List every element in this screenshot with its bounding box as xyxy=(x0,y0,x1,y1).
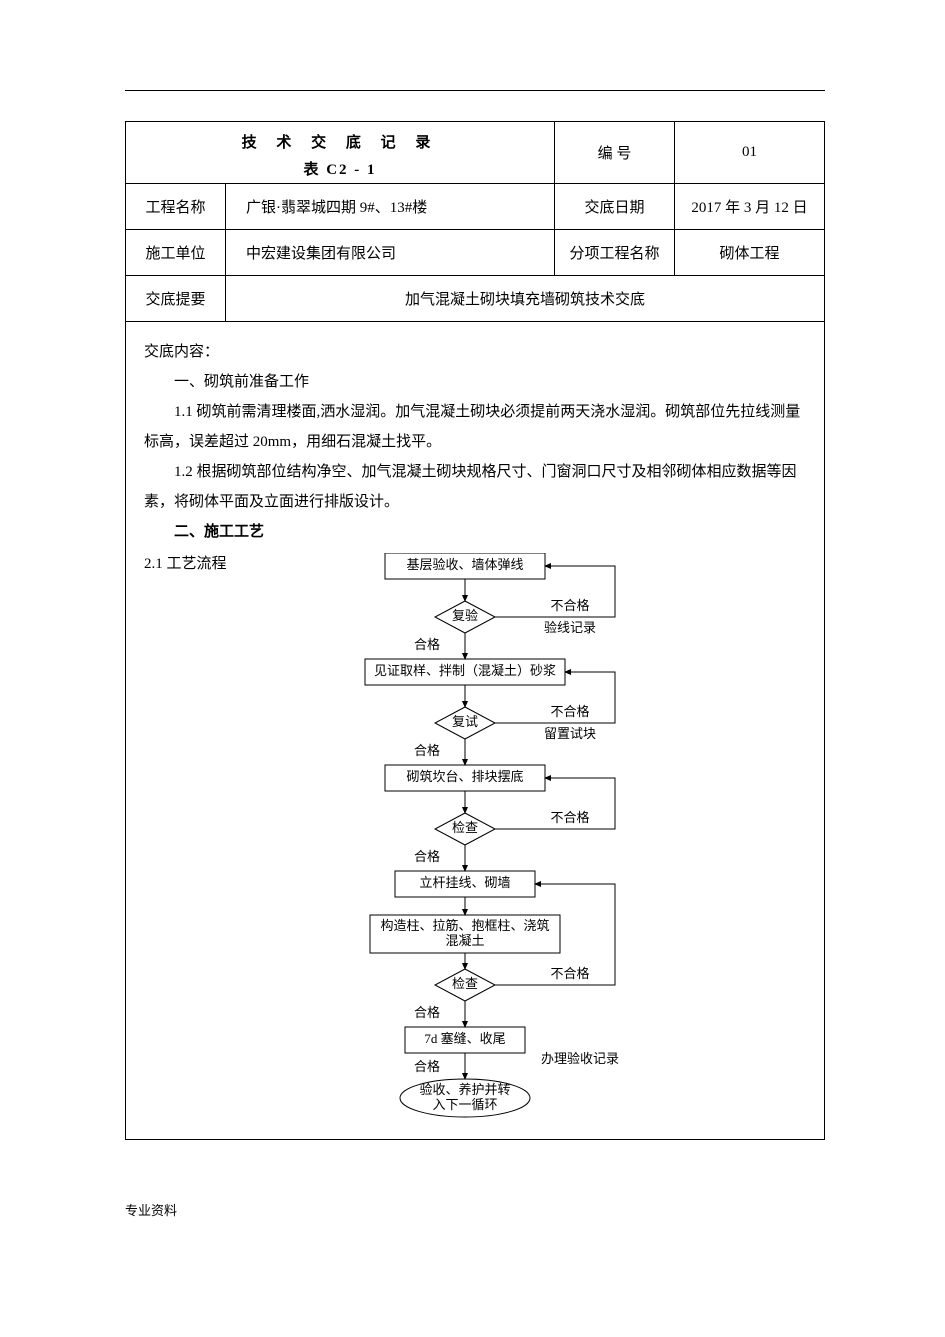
svg-text:验收、养护并转: 验收、养护并转 xyxy=(419,1082,510,1097)
code-label: 编 号 xyxy=(555,122,675,184)
svg-text:留置试块: 留置试块 xyxy=(544,726,596,741)
section1-title: 一、砌筑前准备工作 xyxy=(144,367,806,397)
svg-text:砌筑坎台、排块摆底: 砌筑坎台、排块摆底 xyxy=(406,769,523,784)
svg-text:不合格: 不合格 xyxy=(550,966,589,981)
svg-text:办理验收记录: 办理验收记录 xyxy=(541,1051,619,1066)
svg-text:见证取样、拌制（混凝土）砂浆: 见证取样、拌制（混凝土）砂浆 xyxy=(374,663,556,678)
svg-text:复验: 复验 xyxy=(452,608,478,623)
svg-text:合格: 合格 xyxy=(414,1005,440,1020)
project-label: 工程名称 xyxy=(126,184,226,230)
svg-text:合格: 合格 xyxy=(414,1059,440,1074)
svg-text:混凝土: 混凝土 xyxy=(445,933,484,948)
code-value: 01 xyxy=(675,122,825,184)
sub-value: 砌体工程 xyxy=(675,230,825,276)
summary-value: 加气混凝土砌块填充墙砌筑技术交底 xyxy=(226,276,825,322)
unit-label: 施工单位 xyxy=(126,230,226,276)
svg-text:立杆挂线、砌墙: 立杆挂线、砌墙 xyxy=(419,875,510,890)
project-value: 广银·翡翠城四期 9#、13#楼 xyxy=(226,184,555,230)
sub-label: 分项工程名称 xyxy=(555,230,675,276)
svg-text:复试: 复试 xyxy=(452,714,478,729)
para-1-2: 1.2 根据砌筑部位结构净空、加气混凝土砌块规格尺寸、门窗洞口尺寸及相邻砌体相应… xyxy=(144,457,806,517)
svg-text:构造柱、拉筋、抱框柱、浇筑: 构造柱、拉筋、抱框柱、浇筑 xyxy=(380,918,549,933)
doc-subtitle: 表 C2 - 1 xyxy=(126,159,554,182)
content-body: 交底内容： 一、砌筑前准备工作 1.1 砌筑前需清理楼面,洒水湿润。加气混凝土砌… xyxy=(125,322,825,1140)
svg-text:合格: 合格 xyxy=(414,637,440,652)
flow-wrap: 2.1 工艺流程 基层验收、墙体弹线复验见证取样、拌制（混凝土）砂浆复试砌筑坎台… xyxy=(144,549,806,1129)
unit-value: 中宏建设集团有限公司 xyxy=(226,230,555,276)
summary-label: 交底提要 xyxy=(126,276,226,322)
svg-text:验线记录: 验线记录 xyxy=(544,620,596,635)
svg-text:检查: 检查 xyxy=(452,976,478,991)
date-value: 2017 年 3 月 12 日 xyxy=(675,184,825,230)
svg-text:基层验收、墙体弹线: 基层验收、墙体弹线 xyxy=(406,557,523,572)
svg-text:不合格: 不合格 xyxy=(550,598,589,613)
date-label: 交底日期 xyxy=(555,184,675,230)
content-heading: 交底内容： xyxy=(144,337,806,367)
svg-text:合格: 合格 xyxy=(414,743,440,758)
flowchart-svg: 基层验收、墙体弹线复验见证取样、拌制（混凝土）砂浆复试砌筑坎台、排块摆底检查立杆… xyxy=(275,553,675,1118)
section2-title: 二、施工工艺 xyxy=(144,517,806,547)
svg-text:检查: 检查 xyxy=(452,820,478,835)
header-table: 技 术 交 底 记 录 表 C2 - 1 编 号 01 工程名称 广银·翡翠城四… xyxy=(125,121,825,322)
title-cell: 技 术 交 底 记 录 表 C2 - 1 xyxy=(126,122,555,184)
svg-text:入下一循环: 入下一循环 xyxy=(432,1097,497,1112)
para-1-1: 1.1 砌筑前需清理楼面,洒水湿润。加气混凝土砌块必须提前两天浇水湿润。砌筑部位… xyxy=(144,397,806,457)
svg-text:合格: 合格 xyxy=(414,849,440,864)
para-2-1: 2.1 工艺流程 xyxy=(144,556,227,572)
doc-title: 技 术 交 底 记 录 xyxy=(242,135,439,151)
svg-text:不合格: 不合格 xyxy=(550,810,589,825)
svg-text:7d 塞缝、收尾: 7d 塞缝、收尾 xyxy=(424,1031,505,1046)
flowchart-holder: 基层验收、墙体弹线复验见证取样、拌制（混凝土）砂浆复试砌筑坎台、排块摆底检查立杆… xyxy=(144,553,806,1129)
footer: 专业资料 xyxy=(125,1200,825,1219)
page-container: 技 术 交 底 记 录 表 C2 - 1 编 号 01 工程名称 广银·翡翠城四… xyxy=(125,90,825,1140)
svg-text:不合格: 不合格 xyxy=(550,704,589,719)
